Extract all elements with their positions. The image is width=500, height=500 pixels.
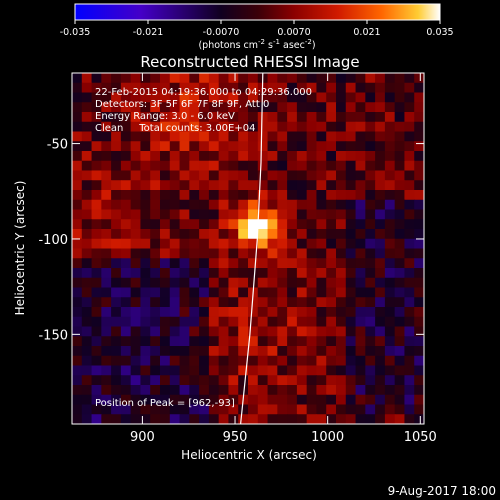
plot-frame: [71, 72, 425, 425]
colorbar-tick-label: -0.021: [133, 27, 164, 38]
colorbar-tick-label: -0.035: [60, 27, 91, 38]
y-tick-label: -150: [38, 328, 68, 343]
colorbar-tick-label: 0.0070: [277, 27, 310, 38]
colorbar: -0.035 -0.021 -0.0070 0.0070 0.021 0.035 (pho…: [60, 3, 454, 51]
footer-date: 9-Aug-2017 18:00: [388, 484, 496, 498]
colorbar-unit-label: (photons cm-2 s-1 asec-2): [198, 38, 315, 51]
x-tick-label: 1000: [311, 430, 344, 445]
colorbar-tick-label: 0.021: [353, 27, 380, 38]
x-tick-label: 950: [223, 430, 248, 445]
annotation-time-range: 22-Feb-2015 04:19:36.000 to 04:29:36.000: [95, 87, 312, 98]
x-tick-label: 1050: [404, 430, 437, 445]
chart-title: Reconstructed RHESSI Image: [140, 53, 359, 71]
annotation-detectors: Detectors: 3F 5F 6F 7F 8F 9F, Att 0: [95, 99, 269, 110]
y-axis-label: Heliocentric Y (arcsec): [13, 181, 27, 316]
heatmap-cells: [72, 73, 424, 424]
peak-position-label: Position of Peak = [962,-93]: [95, 398, 235, 409]
solar-limb-curve: [240, 73, 264, 424]
x-axis-label: Heliocentric X (arcsec): [181, 448, 317, 462]
colorbar-tick-label: 0.035: [426, 27, 453, 38]
annotation-block: 22-Feb-2015 04:19:36.000 to 04:29:36.000…: [95, 87, 312, 134]
annotation-clean-counts: Clean Total counts: 3.00E+04: [95, 123, 255, 134]
annotation-energy-range: Energy Range: 3.0 - 6.0 keV: [95, 111, 235, 122]
colorbar-ticks: -0.035 -0.021 -0.0070 0.0070 0.021 0.035: [60, 20, 454, 38]
x-tick-label: 900: [130, 430, 155, 445]
axis-ticks: 900 950 1000 1050 -50 -100 -150: [38, 73, 437, 445]
y-tick-label: -100: [38, 233, 68, 248]
y-tick-label: -50: [47, 138, 68, 153]
colorbar-gradient: [74, 3, 441, 21]
colorbar-tick-label: -0.0070: [203, 27, 240, 38]
